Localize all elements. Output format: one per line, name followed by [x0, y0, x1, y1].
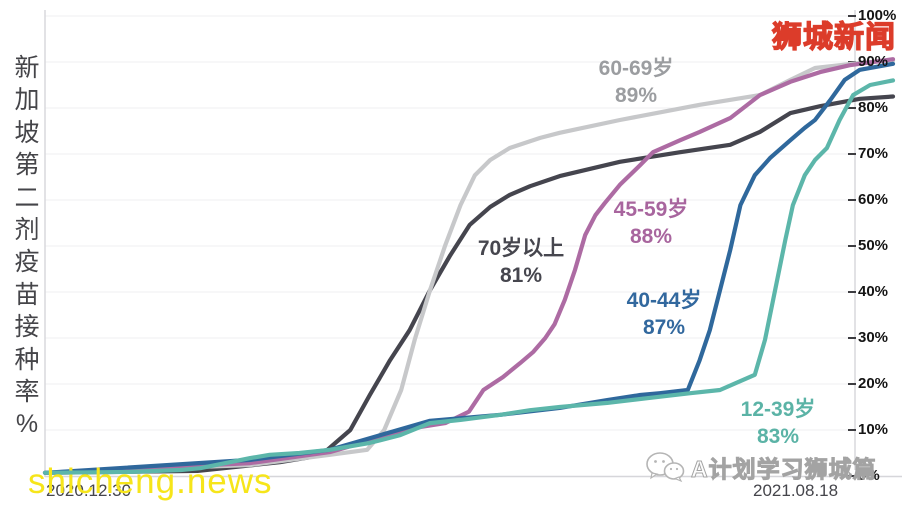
series-final-value: 89%: [614, 84, 658, 107]
series-name: 60-69岁: [598, 57, 674, 80]
series-final-value: 88%: [629, 225, 673, 248]
y-axis-label-40: 40%: [858, 283, 889, 300]
title-char: 苗: [14, 280, 40, 309]
series-name: 45-59岁: [613, 198, 689, 221]
series-label-45-59: 45-59岁 88%: [595, 196, 707, 250]
y-axis-label-100: 100%: [858, 7, 897, 24]
y-axis-label-90: 90%: [858, 53, 889, 70]
series-name: 70岁以上: [477, 237, 565, 260]
series-final-value: 83%: [756, 425, 800, 448]
title-char: 第: [14, 151, 40, 180]
title-char: 疫: [14, 248, 40, 277]
series-name: 12-39岁: [740, 398, 816, 421]
y-axis-label-60: 60%: [858, 191, 889, 208]
y-axis-label-0: 0%: [858, 467, 880, 484]
y-axis-label-30: 30%: [858, 329, 889, 346]
title-char: 种: [14, 345, 40, 374]
title-char: 新: [14, 54, 40, 82]
series-label-40-44: 40-44岁 87%: [608, 287, 720, 341]
title-char: 率: [14, 378, 40, 407]
watermark-text: A计划学习狮城篇: [691, 456, 877, 483]
line-age-12-39: [42, 78, 896, 475]
title-char: 坡: [14, 118, 40, 147]
title-char: 接: [14, 313, 40, 342]
series-label-70plus: 70岁以上 81%: [462, 235, 580, 289]
title-char: 二: [14, 183, 40, 212]
bottom-right-watermark: A计划学习狮城篇: [645, 450, 877, 484]
y-axis-label-50: 50%: [858, 237, 889, 254]
chart-vertical-title: 新加坡第二剂疫苗接种率%: [10, 52, 44, 441]
series-name: 40-44岁: [626, 289, 702, 312]
shicheng-news-logo-watermark: 狮城新闻: [771, 20, 896, 54]
y-axis-label-80: 80%: [858, 99, 889, 116]
title-char: 加: [14, 86, 40, 115]
series-label-60-69: 60-69岁 89%: [580, 55, 692, 109]
shicheng-news-url-watermark: shicheng.news: [28, 462, 273, 501]
title-char: %: [15, 410, 39, 439]
series-final-value: 87%: [642, 316, 686, 339]
y-axis-label-70: 70%: [858, 145, 889, 162]
series-final-value: 81%: [499, 264, 543, 287]
wechat-icon: [646, 452, 685, 483]
y-axis-label-20: 20%: [858, 375, 889, 392]
y-axis-label-10: 10%: [858, 421, 889, 438]
x-axis-start-date: 2020.12.30: [46, 481, 132, 500]
title-char: 剂: [14, 216, 40, 245]
x-axis-end-date: 2021.08.18: [753, 481, 839, 500]
series-label-12-39: 12-39岁 83%: [722, 396, 834, 450]
